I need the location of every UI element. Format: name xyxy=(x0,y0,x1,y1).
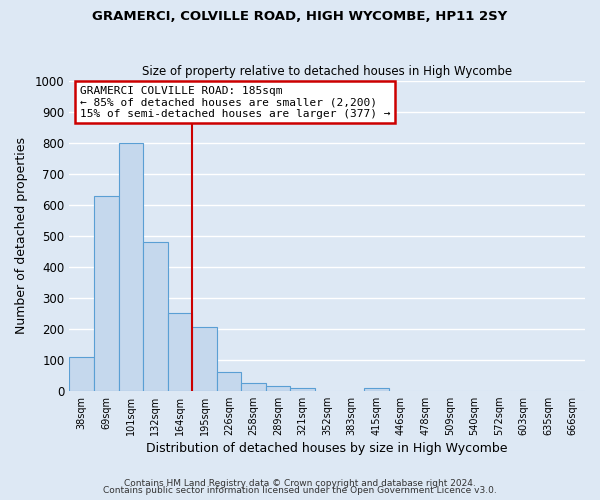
Bar xyxy=(119,143,143,390)
Bar xyxy=(167,314,192,390)
Bar xyxy=(290,388,315,390)
Bar xyxy=(217,372,241,390)
Bar xyxy=(143,242,167,390)
Text: Contains HM Land Registry data © Crown copyright and database right 2024.: Contains HM Land Registry data © Crown c… xyxy=(124,478,476,488)
Text: GRAMERCI COLVILLE ROAD: 185sqm
← 85% of detached houses are smaller (2,200)
15% : GRAMERCI COLVILLE ROAD: 185sqm ← 85% of … xyxy=(80,86,390,119)
Title: Size of property relative to detached houses in High Wycombe: Size of property relative to detached ho… xyxy=(142,66,512,78)
Bar xyxy=(364,388,389,390)
Y-axis label: Number of detached properties: Number of detached properties xyxy=(15,138,28,334)
X-axis label: Distribution of detached houses by size in High Wycombe: Distribution of detached houses by size … xyxy=(146,442,508,455)
Bar xyxy=(94,196,119,390)
Bar xyxy=(70,356,94,390)
Text: GRAMERCI, COLVILLE ROAD, HIGH WYCOMBE, HP11 2SY: GRAMERCI, COLVILLE ROAD, HIGH WYCOMBE, H… xyxy=(92,10,508,23)
Bar xyxy=(266,386,290,390)
Bar xyxy=(192,327,217,390)
Text: Contains public sector information licensed under the Open Government Licence v3: Contains public sector information licen… xyxy=(103,486,497,495)
Bar xyxy=(241,383,266,390)
